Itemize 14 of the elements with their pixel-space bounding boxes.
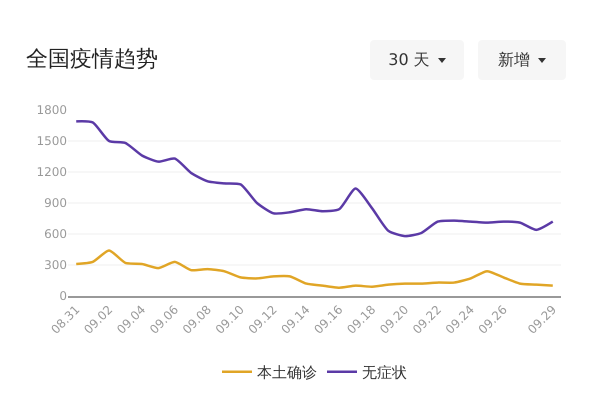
y-tick-label: 1200 <box>36 165 67 180</box>
chart-title: 全国疫情趋势 <box>26 46 158 74</box>
y-tick-label: 1800 <box>36 103 67 118</box>
legend-label: 无症状 <box>362 364 407 382</box>
y-tick-label: 600 <box>44 227 67 242</box>
y-tick-label: 900 <box>44 196 67 210</box>
legend-label: 本土确诊 <box>257 364 317 382</box>
y-tick-label: 1500 <box>36 134 67 148</box>
text: 30 天 <box>388 50 430 70</box>
line-series <box>74 249 554 289</box>
text: 新增 <box>498 50 530 70</box>
line-series <box>74 120 554 238</box>
y-tick-label: 0 <box>59 289 67 304</box>
y-tick-label: 300 <box>44 258 67 272</box>
